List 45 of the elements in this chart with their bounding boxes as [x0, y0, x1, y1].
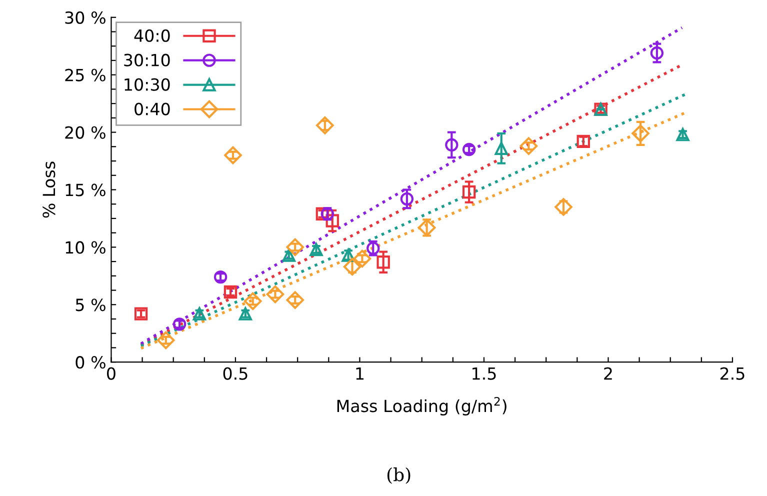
- point: [156, 331, 175, 350]
- point: [286, 291, 304, 309]
- point: [376, 256, 390, 269]
- text: (b): [387, 467, 410, 484]
- y-tick-label: 25 %: [65, 68, 106, 82]
- point: [353, 250, 372, 268]
- point: [343, 258, 362, 276]
- point: [224, 285, 238, 299]
- legend-label: 40:0: [134, 29, 170, 42]
- y-axis-title: % Loss: [42, 162, 56, 218]
- point: [494, 142, 508, 155]
- point: [244, 292, 262, 310]
- point: [650, 46, 664, 60]
- y-tick-label: 5 %: [76, 298, 106, 312]
- point: [520, 137, 538, 155]
- point: [676, 128, 690, 142]
- y-tick-label: 0 %: [76, 356, 106, 369]
- x-tick-label: 1.5: [472, 367, 496, 380]
- point: [418, 218, 436, 237]
- point: [326, 214, 339, 228]
- y-tick-label: 20 %: [65, 126, 106, 139]
- point: [445, 138, 458, 152]
- point: [214, 270, 228, 284]
- x-tick-label: 1: [356, 367, 364, 380]
- legend-label: 10:30: [124, 78, 170, 91]
- x-tick-label: 2.5: [720, 367, 744, 380]
- point: [554, 198, 572, 216]
- point: [400, 192, 414, 206]
- point: [316, 116, 334, 134]
- point: [286, 238, 304, 256]
- point: [266, 285, 284, 304]
- point: [462, 185, 476, 199]
- y-tick-label: 15 %: [66, 184, 106, 196]
- legend-label: 0:40: [134, 102, 170, 116]
- point: [462, 142, 476, 156]
- point: [632, 124, 650, 142]
- point: [310, 242, 323, 256]
- x-tick-label: 0.5: [223, 367, 248, 380]
- legend-label: 30:10: [124, 54, 170, 66]
- point: [224, 146, 242, 164]
- y-tick-label: 30 %: [65, 11, 106, 24]
- x-tick-label: 2: [604, 367, 612, 380]
- x-tick-label: 0: [107, 367, 116, 380]
- y-tick-label: 10 %: [66, 241, 106, 254]
- x-axis-title: Mass Loading (g/m$^{2}$): [337, 396, 506, 416]
